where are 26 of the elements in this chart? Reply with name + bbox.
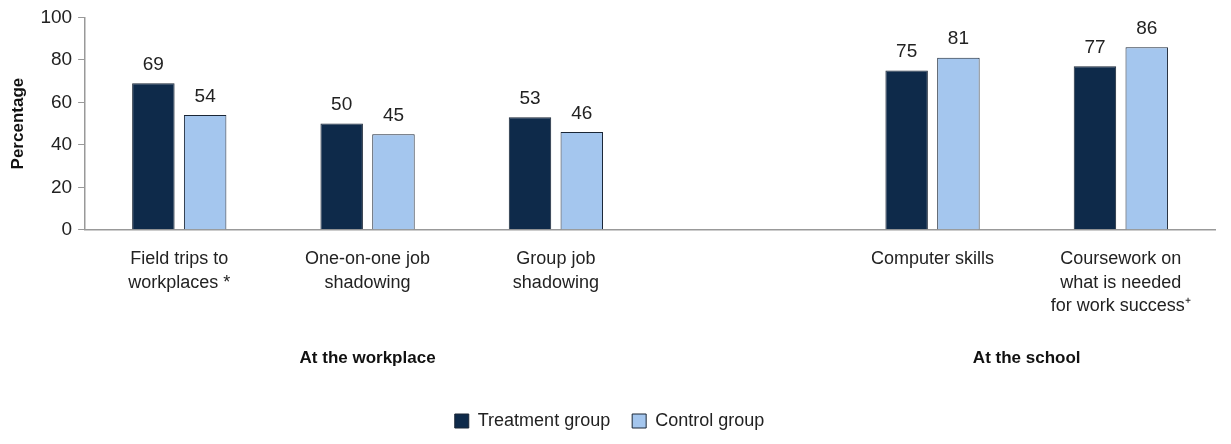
legend-label: Control group	[655, 409, 765, 430]
data-label: 81	[947, 27, 969, 49]
data-label: 50	[331, 93, 353, 115]
y-tick-label: 20	[50, 175, 73, 197]
data-label: 54	[194, 84, 217, 106]
data-label: 75	[896, 40, 918, 62]
y-tick-label: 80	[50, 48, 73, 70]
legend-label: Treatment group	[477, 409, 611, 430]
x-tick-label: Computer skills	[871, 248, 995, 269]
x-tick-label: Group job shadowing	[512, 248, 599, 292]
x-tick-label: One-on-one job shadowing	[305, 248, 431, 292]
y-tick-label: 60	[50, 90, 73, 112]
data-label: 69	[142, 52, 164, 74]
y-tick-label: 100	[40, 5, 73, 27]
text: At the school	[972, 347, 1081, 367]
y-axis-title: Percentage	[7, 77, 27, 170]
y-tick-label: 0	[61, 218, 73, 240]
data-label: 46	[571, 101, 593, 123]
text: At the workplace	[299, 347, 436, 367]
y-tick-label: 40	[50, 133, 73, 155]
data-label: 53	[519, 86, 541, 108]
data-label: 86	[1136, 16, 1158, 38]
x-tick-label: Coursework on what is needed for work success⁺	[1050, 248, 1191, 316]
data-label: 45	[382, 103, 405, 125]
x-tick-label: Field trips to workplaces *	[127, 248, 231, 292]
data-label: 77	[1084, 35, 1106, 57]
